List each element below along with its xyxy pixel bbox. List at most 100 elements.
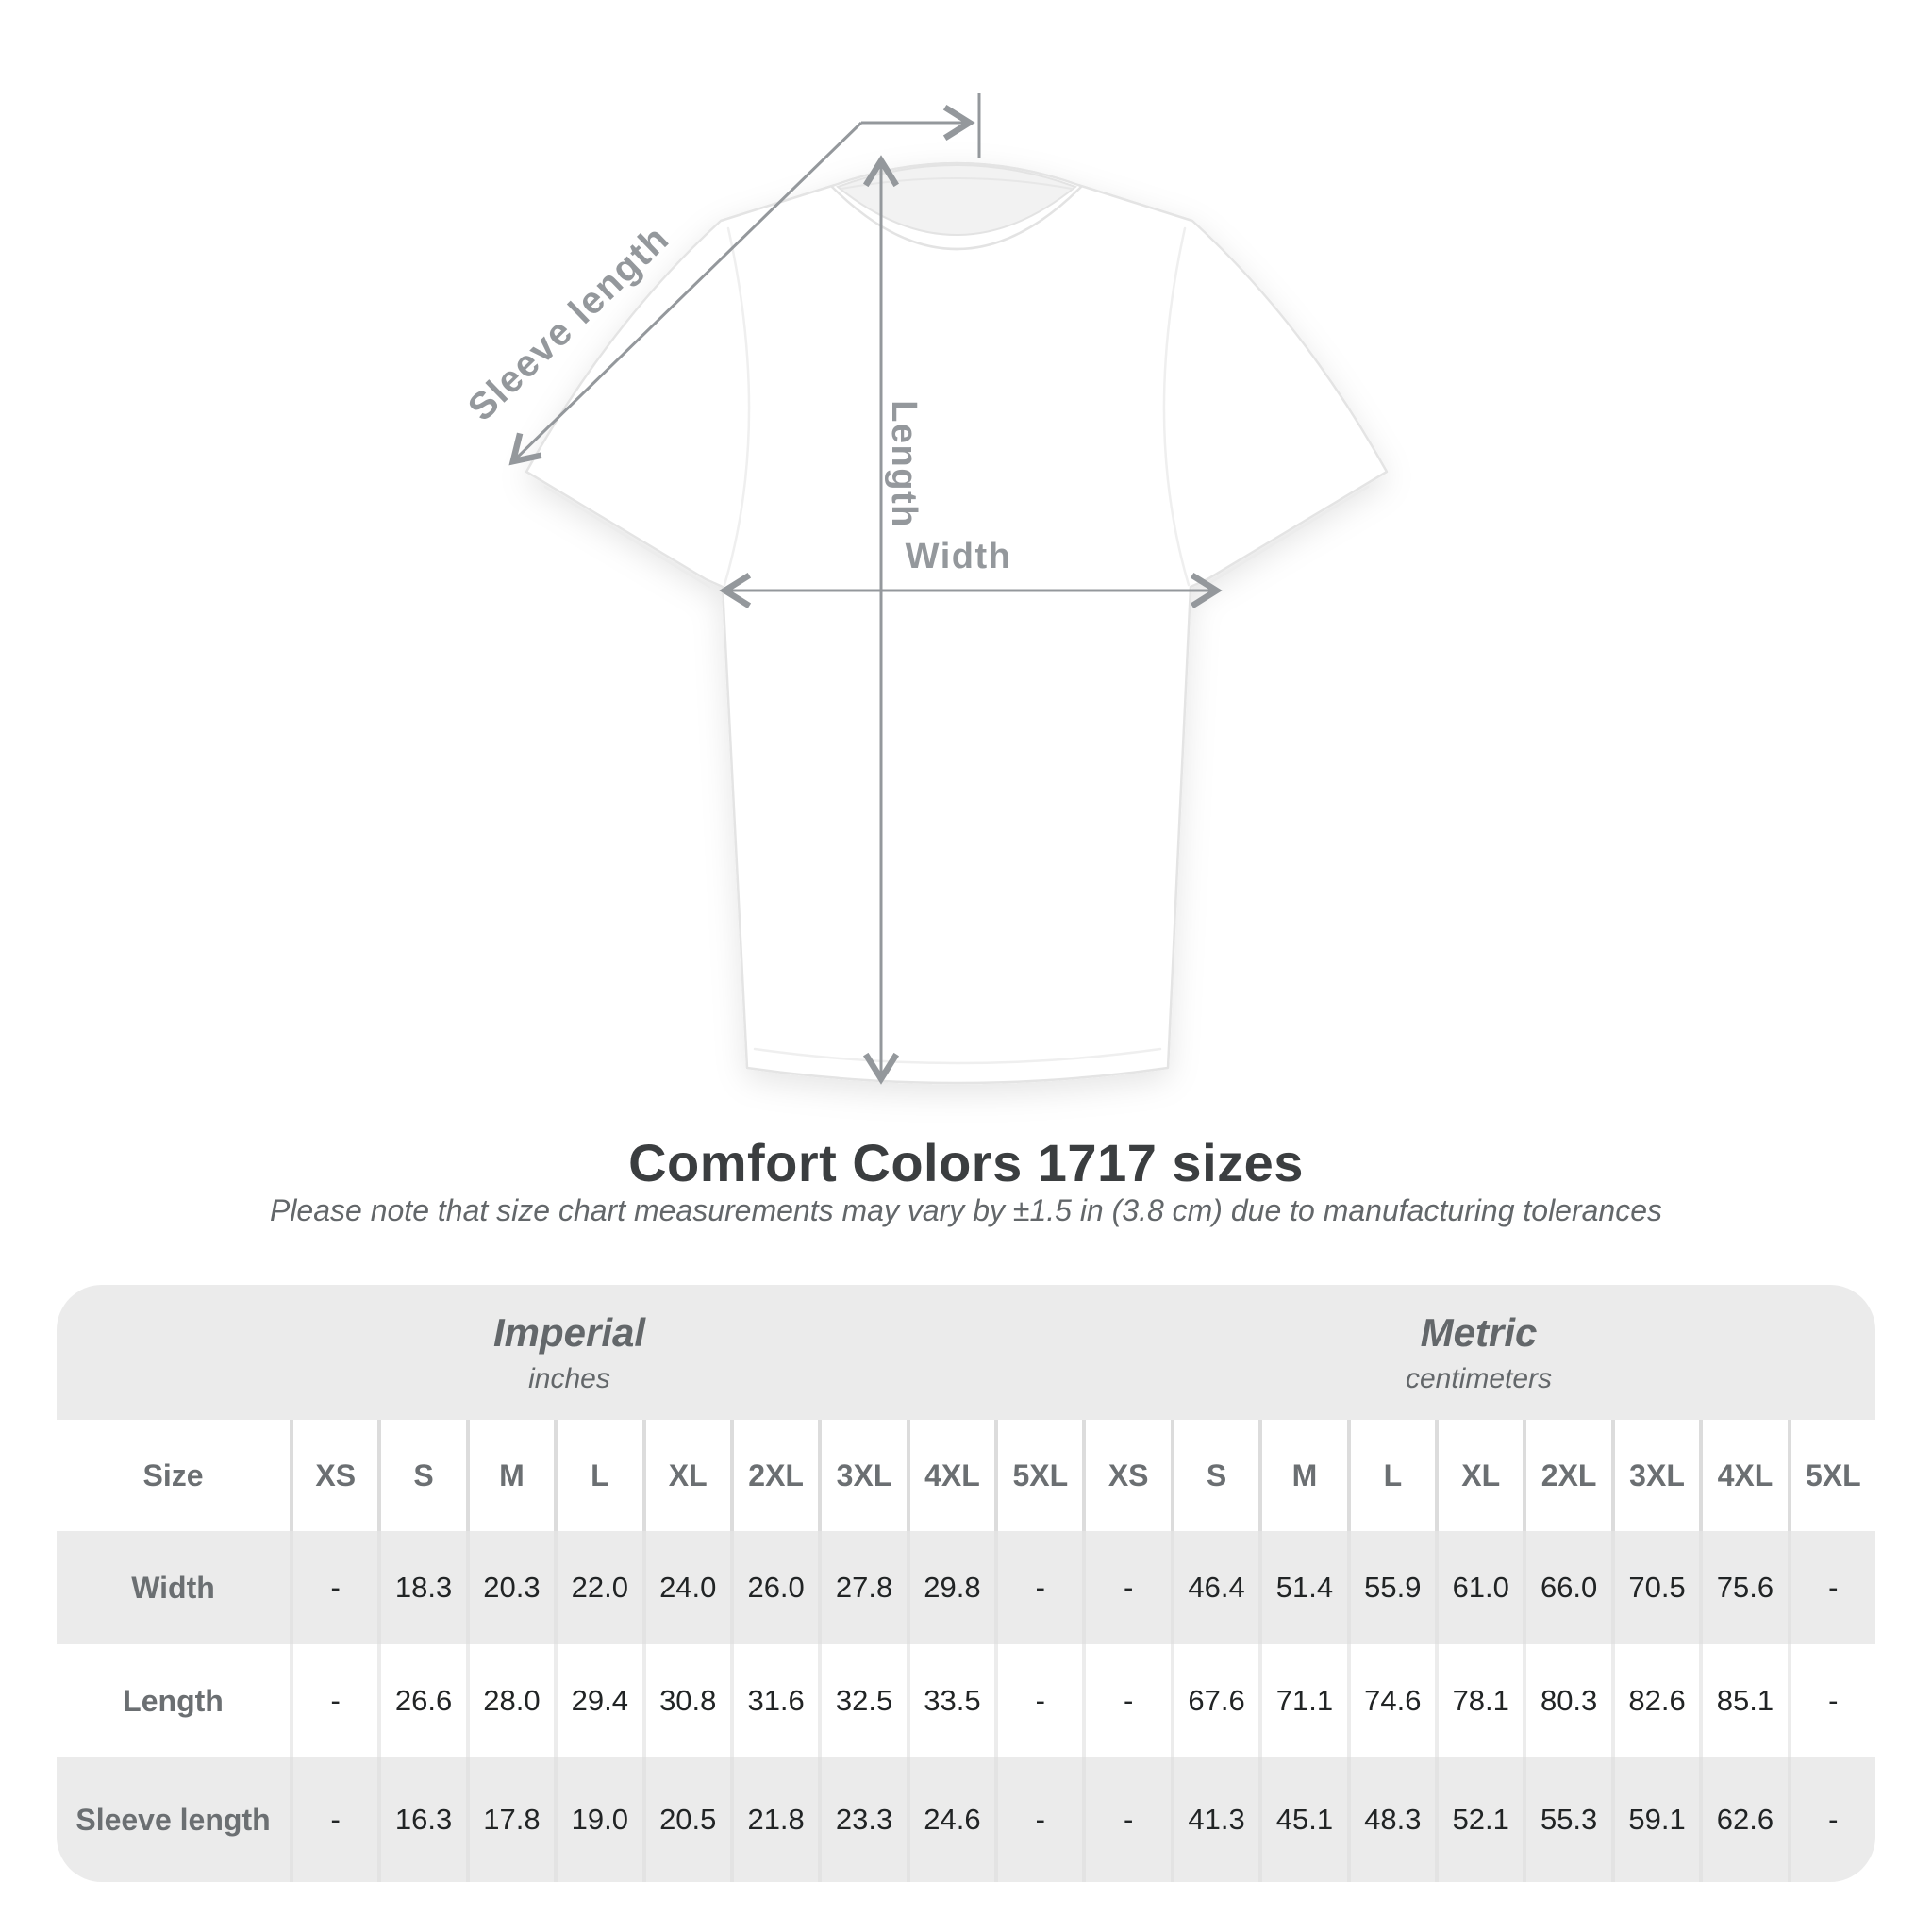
measurement-cell-metric: 82.6	[1610, 1644, 1699, 1757]
table-row: Length -26.6 28.0 29.4 30.8 31.6 32.5 33.5- -67.…	[57, 1644, 1875, 1757]
size-header-imperial: S	[377, 1420, 465, 1531]
measurement-cell-imperial: -	[994, 1531, 1082, 1644]
bottom-hem-stitch	[753, 1047, 1162, 1065]
size-header-metric: 5XL	[1787, 1420, 1875, 1531]
measurement-cell-metric: 59.1	[1610, 1757, 1699, 1882]
measurement-cell-imperial: 20.5	[641, 1757, 730, 1882]
measurement-cell-imperial: 22.0	[554, 1531, 641, 1644]
page-title: Comfort Colors 1717 sizes	[628, 1133, 1304, 1192]
measurement-cell-metric: 78.1	[1435, 1644, 1523, 1757]
left-cuff-hem	[543, 485, 711, 589]
measurement-cell-imperial: 31.6	[729, 1644, 818, 1757]
measurement-annotations	[508, 93, 1223, 1085]
size-table-body: Width -18.3 20.3 22.0 24.0 26.0 27.8 29.8- -46.4…	[57, 1531, 1875, 1882]
measurement-cell-metric: -	[1787, 1531, 1875, 1644]
measurement-cell-imperial: 33.5	[906, 1644, 994, 1757]
row-label: Length	[123, 1683, 224, 1718]
measurement-cell-imperial: 23.3	[818, 1757, 906, 1882]
imperial-group-unit: inches	[528, 1362, 610, 1394]
size-header-imperial: 3XL	[818, 1420, 906, 1531]
length-label: Length	[884, 400, 924, 528]
size-header-metric: 4XL	[1699, 1420, 1787, 1531]
table-row: Width -18.3 20.3 22.0 24.0 26.0 27.8 29.8- -46.4…	[57, 1531, 1875, 1644]
measurement-cell-imperial: 24.0	[641, 1531, 730, 1644]
size-header-imperial: XS	[290, 1420, 377, 1531]
left-sleeve-seam	[723, 226, 751, 587]
measurement-cell-metric: 51.4	[1258, 1531, 1346, 1644]
measurement-cell-metric: 48.3	[1346, 1757, 1435, 1882]
measurement-cell-metric: 41.3	[1170, 1757, 1258, 1882]
measurement-cell-metric: 55.3	[1523, 1757, 1610, 1882]
measurement-cell-metric: -	[1787, 1644, 1875, 1757]
imperial-group-header: Imperial inches	[57, 1285, 1082, 1420]
measurement-cell-imperial: 29.8	[906, 1531, 994, 1644]
measurement-cell-imperial: -	[290, 1644, 377, 1757]
tshirt-body	[525, 161, 1389, 1085]
size-header-imperial: 5XL	[994, 1420, 1082, 1531]
measurement-cell-metric: 61.0	[1435, 1531, 1523, 1644]
size-header-metric: S	[1170, 1420, 1258, 1531]
measurement-cell-metric: 45.1	[1258, 1757, 1346, 1882]
metric-group-unit: centimeters	[1405, 1362, 1553, 1394]
measurement-cell-imperial: 27.8	[818, 1531, 906, 1644]
measurement-cell-imperial: 26.6	[377, 1644, 465, 1757]
measurement-cell-imperial: 32.5	[818, 1644, 906, 1757]
measurement-cell-imperial: 19.0	[554, 1757, 641, 1882]
measurement-cell-metric: 66.0	[1523, 1531, 1610, 1644]
measurement-cell-metric: 52.1	[1435, 1757, 1523, 1882]
tshirt-measurement-diagram: Sleeve length Length Width	[460, 93, 1389, 1085]
measurement-cell-metric: -	[1787, 1757, 1875, 1882]
measurement-cell-metric: -	[1082, 1757, 1170, 1882]
imperial-group-title: Imperial	[492, 1309, 646, 1355]
sleeve-length-arrow	[508, 121, 863, 466]
measurement-cell-metric: 85.1	[1699, 1644, 1787, 1757]
size-header-metric: 3XL	[1610, 1420, 1699, 1531]
measurement-cell-imperial: 30.8	[641, 1644, 730, 1757]
size-header-metric: 2XL	[1523, 1420, 1610, 1531]
measurement-cell-metric: 74.6	[1346, 1644, 1435, 1757]
measurement-cell-metric: 71.1	[1258, 1644, 1346, 1757]
measurement-cell-imperial: 24.6	[906, 1757, 994, 1882]
measurement-cell-imperial: 18.3	[377, 1531, 465, 1644]
measurement-cell-imperial: -	[994, 1757, 1082, 1882]
measurement-cell-imperial: 20.3	[465, 1531, 554, 1644]
measurement-cell-imperial: 26.0	[729, 1531, 818, 1644]
measurement-cell-metric: -	[1082, 1531, 1170, 1644]
size-header-imperial: 2XL	[729, 1420, 818, 1531]
measurement-cell-metric: 46.4	[1170, 1531, 1258, 1644]
size-header-metric: XS	[1082, 1420, 1170, 1531]
size-header-metric: XL	[1435, 1420, 1523, 1531]
measurement-cell-imperial: 16.3	[377, 1757, 465, 1882]
metric-group-header: Metric centimeters	[1082, 1285, 1875, 1420]
table-row: Sleeve length -16.3 17.8 19.0 20.5 21.8 23.3 24…	[57, 1757, 1875, 1882]
size-header-imperial: L	[554, 1420, 641, 1531]
measurement-cell-metric: -	[1082, 1644, 1170, 1757]
unit-group-header: Imperial inches Metric centimeters	[57, 1285, 1875, 1420]
measurement-cell-imperial: 29.4	[554, 1644, 641, 1757]
measurement-cell-metric: 70.5	[1610, 1531, 1699, 1644]
right-cuff-hem	[1202, 485, 1370, 589]
metric-group-title: Metric	[1420, 1309, 1538, 1355]
size-header-imperial: 4XL	[906, 1420, 994, 1531]
measurement-cell-imperial: 21.8	[729, 1757, 818, 1882]
measurement-cell-imperial: 17.8	[465, 1757, 554, 1882]
size-header-imperial: XL	[641, 1420, 730, 1531]
row-label: Sleeve length	[75, 1802, 271, 1837]
measurement-cell-imperial: -	[290, 1531, 377, 1644]
measurement-cell-metric: 55.9	[1346, 1531, 1435, 1644]
size-header-metric: M	[1258, 1420, 1346, 1531]
measurement-cell-metric: 80.3	[1523, 1644, 1610, 1757]
size-table-card: Imperial inches Metric centimeters Size X…	[57, 1285, 1875, 1882]
measurement-cell-imperial: -	[290, 1757, 377, 1882]
measurement-cell-imperial: 28.0	[465, 1644, 554, 1757]
size-column-label: Size	[142, 1457, 204, 1492]
tshirt-image	[525, 161, 1389, 1085]
row-label: Width	[131, 1570, 215, 1605]
size-header-row: Size XS S M L XL 2XL 3XL 4XL 5XL XS S M L XL 2XL 3XL 4XL 5…	[57, 1420, 1875, 1531]
measurement-cell-metric: 67.6	[1170, 1644, 1258, 1757]
size-header-imperial: M	[465, 1420, 554, 1531]
measurement-cell-metric: 62.6	[1699, 1757, 1787, 1882]
tolerance-note: Please note that size chart measurements…	[269, 1193, 1663, 1227]
measurement-cell-imperial: -	[994, 1644, 1082, 1757]
